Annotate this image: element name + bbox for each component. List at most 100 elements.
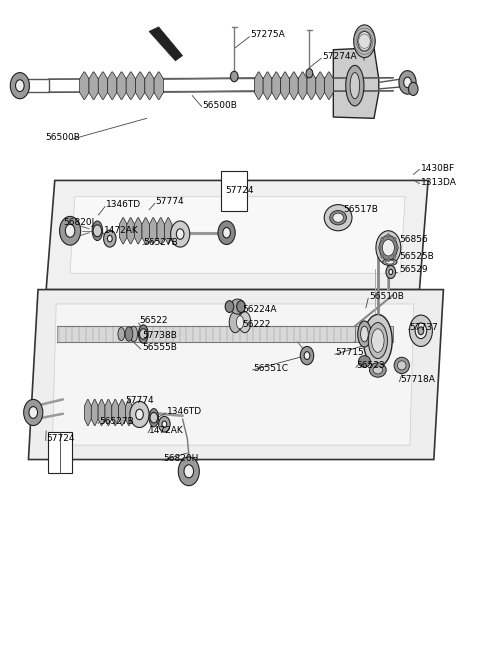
Polygon shape: [84, 400, 91, 426]
Ellipse shape: [358, 321, 371, 347]
Text: 57737: 57737: [409, 323, 438, 332]
Ellipse shape: [394, 357, 409, 373]
Ellipse shape: [383, 240, 395, 256]
Circle shape: [24, 400, 43, 426]
Circle shape: [306, 69, 313, 78]
Ellipse shape: [350, 73, 360, 99]
Polygon shape: [298, 72, 307, 100]
Ellipse shape: [333, 213, 343, 222]
Polygon shape: [119, 400, 125, 426]
Polygon shape: [149, 27, 182, 61]
Text: 57774: 57774: [125, 396, 154, 405]
Polygon shape: [289, 72, 298, 100]
Circle shape: [130, 402, 149, 428]
Polygon shape: [263, 72, 272, 100]
Ellipse shape: [330, 210, 347, 225]
Circle shape: [393, 254, 396, 258]
Ellipse shape: [139, 325, 148, 343]
Text: 56517B: 56517B: [343, 206, 378, 214]
Ellipse shape: [385, 260, 394, 264]
Ellipse shape: [376, 231, 401, 265]
Text: 57724: 57724: [47, 434, 75, 443]
Bar: [48, 432, 72, 473]
Circle shape: [404, 77, 411, 88]
Text: 56527B: 56527B: [144, 238, 178, 247]
Ellipse shape: [372, 329, 384, 352]
Ellipse shape: [130, 326, 138, 342]
Circle shape: [104, 230, 116, 247]
Ellipse shape: [149, 409, 158, 427]
Ellipse shape: [354, 25, 375, 58]
Bar: [57, 326, 355, 342]
Ellipse shape: [397, 361, 406, 370]
Circle shape: [387, 258, 390, 262]
Polygon shape: [230, 299, 245, 314]
Polygon shape: [165, 217, 172, 244]
Circle shape: [409, 315, 432, 346]
Ellipse shape: [383, 259, 397, 265]
Polygon shape: [307, 72, 316, 100]
Text: 56555B: 56555B: [142, 343, 177, 352]
Polygon shape: [254, 72, 263, 100]
Circle shape: [218, 221, 235, 244]
Polygon shape: [316, 72, 324, 100]
Circle shape: [65, 224, 75, 237]
Polygon shape: [91, 400, 98, 426]
Circle shape: [225, 301, 234, 312]
Circle shape: [162, 421, 167, 428]
Circle shape: [140, 329, 147, 339]
Polygon shape: [112, 400, 119, 426]
Text: 56525B: 56525B: [399, 252, 433, 261]
Polygon shape: [98, 400, 105, 426]
Circle shape: [237, 301, 245, 312]
Polygon shape: [52, 304, 414, 445]
Polygon shape: [125, 400, 132, 426]
Circle shape: [230, 71, 238, 82]
Ellipse shape: [360, 326, 368, 342]
Circle shape: [176, 229, 184, 239]
Circle shape: [387, 234, 390, 238]
Polygon shape: [108, 72, 117, 100]
Circle shape: [29, 407, 37, 419]
Text: 57718A: 57718A: [400, 375, 435, 384]
Polygon shape: [80, 72, 89, 100]
Circle shape: [184, 465, 193, 478]
Circle shape: [415, 323, 427, 339]
Polygon shape: [117, 72, 126, 100]
Circle shape: [381, 254, 384, 258]
Circle shape: [378, 246, 381, 250]
Circle shape: [158, 417, 170, 432]
Text: 57274A: 57274A: [323, 52, 357, 61]
Circle shape: [136, 409, 144, 420]
Text: 57724: 57724: [226, 186, 254, 195]
Circle shape: [10, 73, 29, 99]
Text: 1430BF: 1430BF: [421, 164, 455, 172]
Polygon shape: [149, 217, 157, 244]
Polygon shape: [142, 217, 149, 244]
Ellipse shape: [229, 312, 241, 333]
Circle shape: [178, 457, 199, 485]
Polygon shape: [157, 217, 165, 244]
Text: 56820H: 56820H: [163, 454, 199, 462]
Text: 1346TD: 1346TD: [167, 407, 202, 416]
Ellipse shape: [373, 366, 383, 374]
Ellipse shape: [379, 235, 397, 260]
Text: 1313DA: 1313DA: [421, 178, 457, 187]
Text: 1346TD: 1346TD: [106, 200, 141, 209]
Polygon shape: [281, 72, 289, 100]
Ellipse shape: [370, 363, 386, 377]
Circle shape: [150, 413, 157, 423]
Text: 56522: 56522: [140, 316, 168, 326]
Circle shape: [300, 346, 314, 365]
Circle shape: [223, 227, 230, 238]
Circle shape: [381, 237, 384, 241]
Text: 1472AK: 1472AK: [149, 426, 184, 436]
Polygon shape: [127, 217, 134, 244]
Circle shape: [304, 352, 310, 360]
Circle shape: [15, 80, 24, 92]
Text: 57774: 57774: [156, 197, 184, 206]
Circle shape: [108, 235, 112, 242]
Text: 56500B: 56500B: [45, 134, 80, 142]
Circle shape: [386, 265, 396, 278]
Ellipse shape: [358, 31, 371, 51]
